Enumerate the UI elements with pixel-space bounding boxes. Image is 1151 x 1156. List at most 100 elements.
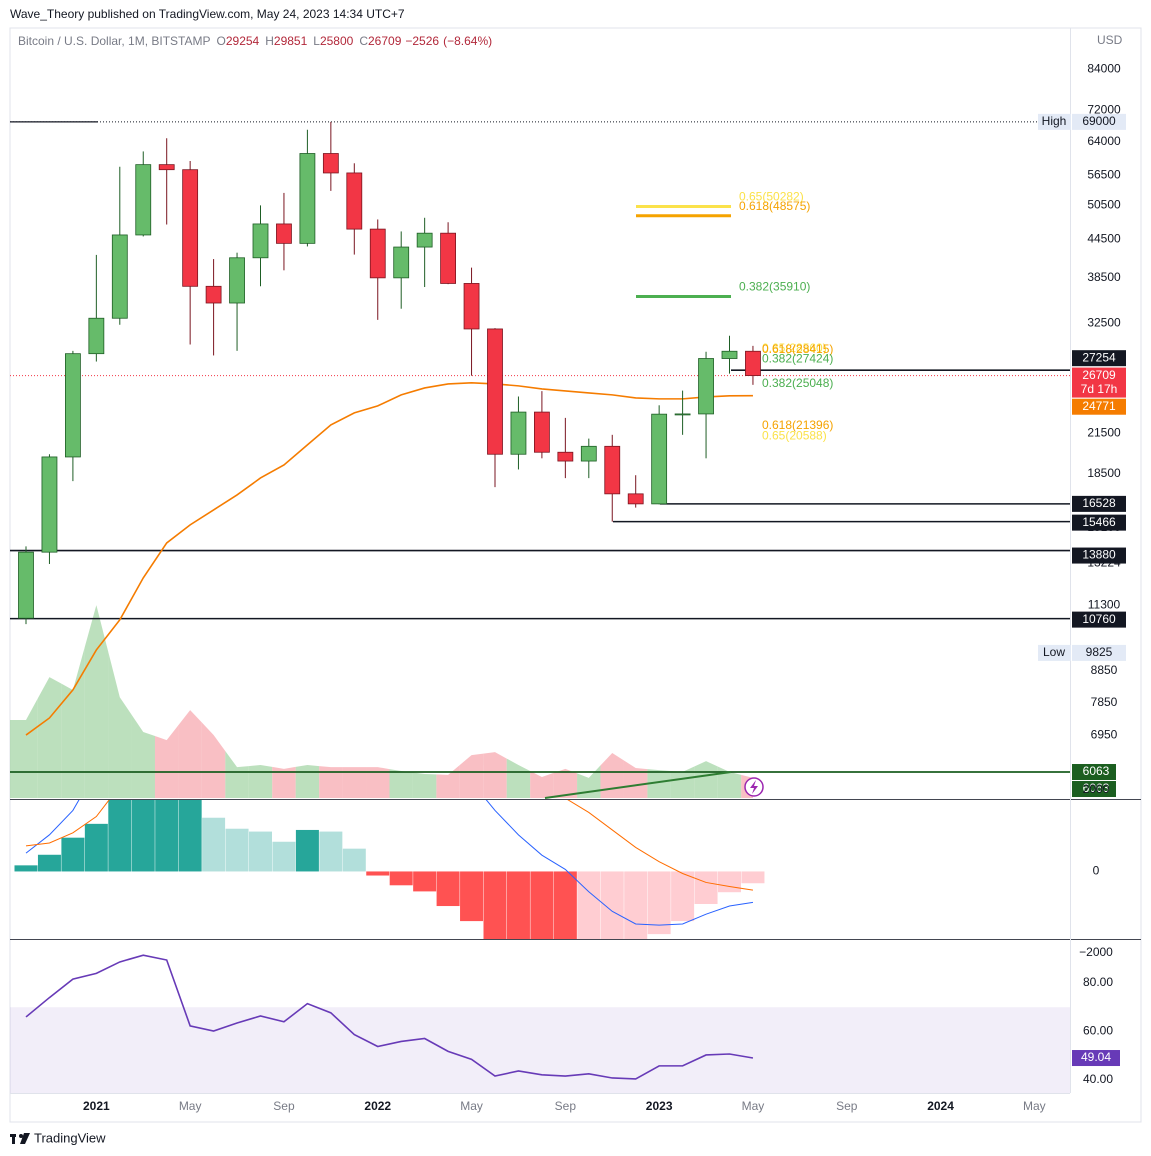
legend-ohlc-value: 29254 bbox=[226, 34, 260, 48]
volume-area bbox=[10, 698, 38, 798]
candle-body bbox=[463, 283, 480, 330]
volume-area bbox=[37, 677, 62, 798]
candle-body bbox=[111, 234, 128, 319]
x-tick-label: 2022 bbox=[364, 1099, 391, 1113]
candle-body bbox=[557, 451, 574, 462]
macd-histogram-bar bbox=[249, 831, 272, 872]
candle-body bbox=[534, 411, 550, 453]
volume-area bbox=[694, 761, 718, 798]
moving-average bbox=[25, 381, 753, 736]
volume-area bbox=[623, 760, 648, 798]
y-tick-label: 8850 bbox=[1091, 663, 1118, 677]
macd-histogram-bar bbox=[624, 871, 648, 939]
x-tick-label: Sep bbox=[555, 1099, 577, 1113]
macd-histogram-bar bbox=[530, 871, 554, 939]
price-badge bbox=[1072, 644, 1126, 661]
volume-area bbox=[459, 753, 484, 798]
macd-histogram-bar bbox=[272, 841, 296, 872]
volume-area bbox=[483, 752, 507, 798]
volume-badge bbox=[1072, 781, 1116, 798]
volume-area bbox=[154, 725, 179, 798]
brand-logo bbox=[10, 1133, 30, 1144]
volume-area bbox=[389, 769, 413, 798]
price-badge bbox=[1072, 113, 1126, 130]
candle-body bbox=[627, 493, 644, 505]
price-badge bbox=[1072, 547, 1126, 564]
macd-histogram-bar bbox=[577, 871, 601, 939]
candle-body bbox=[440, 232, 457, 284]
macd-histogram-bar bbox=[108, 800, 132, 872]
candle-body bbox=[182, 169, 199, 287]
candle-body bbox=[721, 350, 738, 359]
volume-area bbox=[553, 768, 578, 798]
volume-area bbox=[248, 764, 273, 798]
price-badge-text: 10760 bbox=[1082, 612, 1116, 626]
candle-body bbox=[604, 445, 621, 495]
legend-ohlc-value: 26709 bbox=[368, 34, 402, 48]
macd-histogram-bar bbox=[131, 800, 155, 872]
price-badge bbox=[1072, 514, 1126, 531]
macd-histogram-bar bbox=[600, 871, 624, 939]
candle-body bbox=[487, 328, 503, 455]
frame bbox=[9, 27, 1142, 1123]
legend-ohlc-label: L bbox=[313, 34, 320, 48]
y-tick-label: 11300 bbox=[1088, 598, 1121, 612]
macd-histogram-bar bbox=[436, 871, 460, 907]
price-badge bbox=[1072, 611, 1126, 628]
rsi-line bbox=[25, 954, 754, 1080]
macd-histogram-bar bbox=[342, 848, 366, 872]
macd-layer bbox=[14, 800, 765, 939]
macd-histogram-bar bbox=[694, 871, 718, 905]
candle-body bbox=[158, 164, 175, 171]
macd-line bbox=[25, 800, 754, 926]
macd-histogram-bar bbox=[319, 831, 343, 872]
candle-body bbox=[580, 445, 597, 462]
x-tick-label: May bbox=[1023, 1099, 1046, 1113]
axis-layer: 84000 72000 64000 56500 50500 44500 38500 32500… bbox=[83, 61, 1126, 1113]
macd-histogram-bar bbox=[483, 871, 507, 939]
legend-symbol: Bitcoin / U.S. Dollar, 1M, BITSTAMP bbox=[18, 34, 211, 48]
macd-histogram-bar bbox=[61, 837, 85, 872]
y-tick-label: 7850 bbox=[1091, 695, 1118, 709]
fib-label: 0.382(25048) bbox=[762, 376, 833, 390]
volume-badge bbox=[1072, 764, 1116, 781]
fib-label: 0.618(21396) bbox=[762, 418, 833, 432]
y-tick-label: 50500 bbox=[1087, 197, 1121, 211]
macd-histogram-bar bbox=[202, 817, 226, 872]
volume-area bbox=[366, 767, 390, 798]
volume-layer bbox=[10, 605, 1070, 798]
macd-histogram-bar bbox=[225, 828, 249, 872]
macd-histogram-bar bbox=[178, 800, 202, 872]
x-tick-label: May bbox=[742, 1099, 765, 1113]
fib-label: 0.382(27424) bbox=[762, 352, 833, 366]
legend-change: −2526 bbox=[405, 34, 439, 48]
candle-body bbox=[416, 232, 433, 248]
legend-ohlc-value: 29851 bbox=[274, 34, 308, 48]
price-badge-sub: 7d 17h bbox=[1081, 382, 1118, 396]
macd-tick-label: −2000 bbox=[1079, 945, 1113, 959]
legend-ohlc-label: C bbox=[359, 34, 368, 48]
candle-body bbox=[674, 413, 691, 416]
x-tick-label: 2023 bbox=[646, 1099, 673, 1113]
volume-area bbox=[225, 751, 249, 798]
macd-histogram-bar bbox=[37, 854, 61, 872]
fib-label: 0.65(20588) bbox=[762, 428, 827, 442]
candle-body bbox=[322, 153, 339, 174]
macd-histogram-bar bbox=[460, 871, 484, 922]
y-tick-label: 21500 bbox=[1087, 426, 1121, 440]
fib-label: 0.382(35910) bbox=[739, 280, 810, 294]
volume-area bbox=[506, 758, 531, 798]
price-badge-label-bg bbox=[1038, 644, 1071, 661]
price-badge-text: 13880 bbox=[1082, 548, 1116, 562]
volume-area bbox=[272, 766, 296, 798]
rsi-badge bbox=[1072, 1050, 1120, 1067]
fib-label: 0.618(28415) bbox=[762, 342, 833, 356]
volume-area bbox=[178, 710, 202, 798]
price-badge-text: 69000 bbox=[1082, 114, 1116, 128]
candle-body bbox=[393, 246, 410, 279]
price-layer bbox=[10, 121, 1070, 736]
legend-ohlc-value: 25800 bbox=[320, 34, 354, 48]
price-badge-label: High bbox=[1042, 114, 1067, 128]
